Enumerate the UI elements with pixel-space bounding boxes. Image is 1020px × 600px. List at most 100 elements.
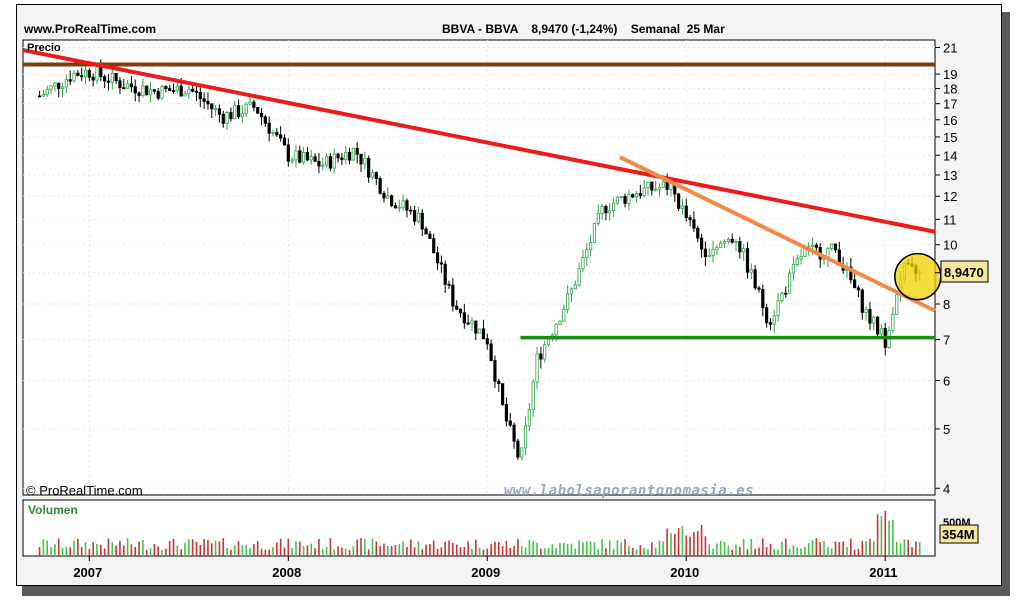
candle-body	[619, 196, 623, 198]
candle-body	[221, 113, 225, 124]
candle-body	[401, 200, 405, 208]
last-price-badge	[940, 260, 989, 283]
candle-body	[133, 86, 137, 94]
candle-body	[305, 152, 310, 161]
candle-body	[424, 228, 428, 235]
candle-body	[137, 92, 141, 96]
candle-body	[833, 243, 838, 251]
candle-body	[627, 194, 631, 204]
candle-body	[715, 247, 719, 250]
candle-body	[830, 243, 834, 249]
candle-body	[799, 256, 803, 260]
candle-body	[478, 328, 482, 334]
y-tick-label: 8	[943, 297, 950, 312]
candle-body	[244, 103, 248, 115]
candle-body	[103, 76, 107, 82]
candle-body	[535, 353, 539, 383]
candle-body	[753, 269, 757, 289]
candle-body	[282, 137, 287, 146]
candle-body	[233, 105, 237, 120]
candle-body	[214, 108, 218, 111]
candle-body	[566, 293, 570, 310]
candle-body	[76, 72, 80, 77]
candle-body	[569, 288, 574, 295]
candle-body	[600, 205, 604, 214]
candle-body	[80, 75, 84, 78]
candle-body	[87, 69, 91, 78]
long-downtrend-line	[22, 48, 936, 234]
candle-body	[543, 344, 547, 360]
candle-body	[91, 76, 95, 81]
candle-body	[589, 242, 593, 251]
candle-body	[860, 289, 864, 313]
candle-body	[745, 248, 750, 273]
x-tick-label: 2009	[471, 565, 500, 580]
y-tick-label: 7	[943, 333, 950, 348]
candle-body	[470, 320, 474, 324]
candle-body	[638, 193, 642, 196]
last-volume-badge-text: 354M	[942, 527, 975, 542]
price-axis: 4567891011121314151617181921	[935, 40, 957, 496]
candle-body	[703, 248, 708, 258]
candle-body	[891, 313, 895, 331]
candle-body	[776, 300, 780, 317]
candle-body	[466, 322, 470, 325]
candle-body	[623, 196, 627, 204]
time-axis: 2007 2008 2009 2010 2011	[73, 556, 897, 580]
candle-body	[171, 90, 176, 92]
candle-body	[634, 193, 639, 198]
candle-body	[83, 69, 88, 78]
candle-body	[355, 147, 359, 155]
candle-body	[259, 112, 264, 118]
candle-body	[592, 222, 597, 243]
candle-body	[730, 238, 734, 243]
candle-body	[145, 85, 149, 96]
candle-body	[106, 80, 111, 83]
x-tick-label: 2007	[73, 565, 102, 580]
candle-body	[191, 89, 195, 92]
candle-body	[527, 409, 531, 427]
candle-body	[271, 131, 275, 134]
candle-body	[772, 315, 776, 325]
candle-body	[573, 284, 577, 290]
candle-body	[462, 312, 466, 324]
candle-body	[367, 158, 371, 178]
y-tick-label: 6	[943, 373, 950, 388]
candle-body	[661, 181, 665, 188]
candle-body	[302, 152, 306, 163]
x-tick-label: 2010	[670, 565, 699, 580]
candle-body	[520, 447, 524, 458]
site-label[interactable]: www.ProRealTime.com	[24, 22, 157, 36]
candle-body	[290, 159, 294, 162]
candle-body	[279, 134, 283, 139]
candle-body	[416, 212, 421, 222]
candle-body	[868, 308, 872, 324]
candle-body	[393, 205, 398, 209]
candle-body	[340, 157, 344, 161]
candle-body	[179, 85, 183, 97]
candle-body	[879, 327, 884, 335]
candle-body	[784, 292, 788, 295]
candle-body	[500, 383, 505, 405]
candle-body	[749, 269, 753, 273]
candle-body	[363, 158, 367, 165]
candle-body	[447, 284, 451, 286]
candle-body	[225, 112, 229, 124]
y-tick-label: 11	[943, 212, 957, 227]
highlight-circle	[894, 252, 942, 301]
candle-body	[458, 308, 463, 314]
candle-body	[504, 404, 509, 422]
y-tick-label: 21	[943, 40, 957, 55]
candle-body	[122, 87, 126, 90]
candle-body	[187, 89, 191, 95]
candle-body	[657, 186, 662, 190]
candle-body	[298, 150, 302, 163]
watermark-label: www.labolsaporantonomasia.es	[504, 483, 755, 499]
candle-body	[485, 338, 489, 345]
candle-body	[699, 237, 704, 250]
candle-body	[160, 85, 164, 99]
candle-body	[581, 257, 585, 270]
candle-body	[791, 264, 796, 274]
